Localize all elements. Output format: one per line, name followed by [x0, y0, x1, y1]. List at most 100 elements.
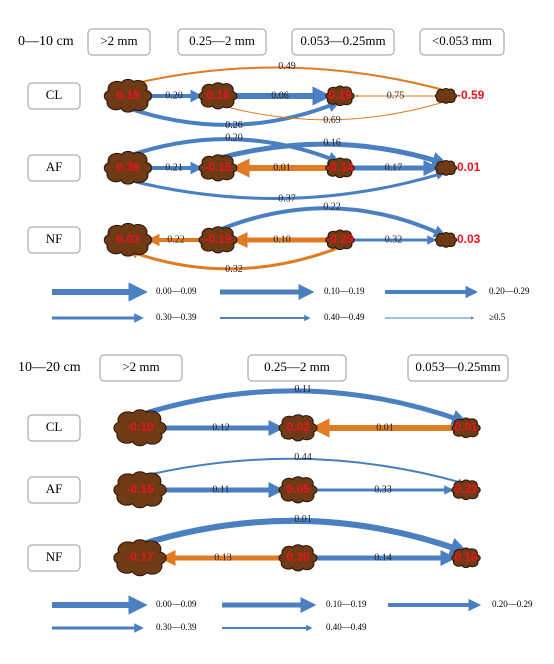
legend-label: 0.40—0.49 — [326, 622, 367, 632]
aggregate-fill — [447, 90, 454, 95]
aggregate-fill — [336, 231, 344, 237]
legend-label: ≥0.5 — [489, 312, 506, 322]
flow-label: 0.16 — [323, 138, 341, 149]
aggregate-fill — [121, 172, 135, 184]
aggregate-fill — [347, 165, 354, 171]
aggregate-fill — [213, 83, 223, 92]
aggregate-fill — [132, 433, 148, 445]
header-box — [247, 354, 347, 382]
aggregate-value: -0.17 — [126, 550, 154, 564]
aggregate-fill — [293, 561, 303, 570]
aggregate-fill — [447, 162, 454, 167]
aggregate-fill — [443, 233, 449, 238]
aggregate-fill — [200, 164, 209, 172]
aggregate-fill — [438, 162, 445, 168]
aggregate-value: 0.19 — [328, 88, 352, 102]
treatment-label: AF — [46, 159, 63, 174]
aggregate-fill — [438, 90, 445, 96]
treatment-box — [27, 476, 81, 504]
flow-label: 0.06 — [271, 90, 289, 101]
aggregate-fill — [213, 155, 223, 164]
aggregate-fill — [105, 163, 117, 173]
soil-aggregate — [434, 160, 458, 176]
aggregate-value: -0.59 — [457, 88, 485, 102]
aggregate-fill — [121, 152, 135, 163]
aggregate-fill — [300, 490, 313, 501]
aggregate-fill — [468, 558, 477, 566]
aggregate-fill — [132, 563, 148, 575]
flow-label: 0.11 — [294, 384, 311, 395]
treatment-box — [27, 544, 81, 572]
aggregate-fill — [336, 171, 344, 177]
aggregate-fill — [121, 244, 135, 256]
aggregate-fill — [280, 424, 289, 432]
flow-label: 0.37 — [278, 194, 296, 205]
aggregate-fill — [121, 80, 135, 91]
aggregate-value: -0.19 — [204, 232, 232, 246]
aggregate-fill — [336, 159, 344, 165]
aggregate-value: -0.10 — [126, 420, 154, 434]
aggregate-fill — [329, 232, 338, 240]
aggregate-fill — [213, 243, 223, 252]
aggregate-fill — [436, 94, 441, 98]
aggregate-value: 0.18 — [116, 88, 140, 102]
size-header: 0.25—2 mm — [189, 33, 255, 48]
treatment-box — [27, 414, 81, 442]
flow-label: 0.01 — [376, 422, 394, 433]
treatment-label: CL — [46, 87, 63, 102]
aggregate-fill — [132, 472, 148, 485]
soil-aggregate — [434, 88, 458, 104]
legend-label: 0.20—0.29 — [492, 599, 533, 609]
flow-label: 0.26 — [225, 120, 243, 131]
aggregate-fill — [473, 487, 480, 493]
aggregate-fill — [462, 549, 470, 555]
aggregate-value: 0.30 — [286, 550, 310, 564]
aggregate-fill — [341, 87, 351, 95]
soil-aggregate — [278, 476, 318, 504]
treatment-label: NF — [46, 549, 63, 564]
treatment-box — [27, 226, 81, 254]
aggregate-fill — [462, 493, 470, 499]
legend-label: 0.40—0.49 — [324, 312, 365, 322]
aggregate-fill — [293, 477, 303, 486]
flow-label: 0.11 — [212, 484, 229, 495]
flow-arrow — [220, 100, 447, 121]
soil-aggregate — [451, 547, 481, 569]
header-box — [177, 28, 267, 56]
aggregate-fill — [213, 227, 223, 236]
aggregate-fill — [329, 88, 338, 96]
aggregate-fill — [467, 549, 477, 557]
soil-aggregate — [198, 154, 238, 182]
aggregate-fill — [455, 550, 464, 558]
aggregate-fill — [447, 168, 455, 174]
size-header: >2 mm — [122, 359, 159, 374]
flow-label: 0.17 — [385, 162, 403, 173]
aggregate-fill — [227, 236, 237, 244]
aggregate-fill — [342, 240, 351, 248]
flow-arrow — [127, 100, 341, 127]
treatment-label: NF — [46, 231, 63, 246]
aggregate-fill — [473, 555, 480, 561]
aggregate-fill — [114, 552, 128, 564]
size-header: <0.053 mm — [432, 33, 492, 48]
aggregate-fill — [220, 168, 233, 179]
legend-label: 0.00—0.09 — [156, 286, 197, 296]
aggregate-fill — [152, 552, 166, 564]
aggregate-fill — [220, 96, 233, 107]
aggregate-fill — [152, 484, 166, 496]
flow-arrow — [127, 137, 341, 164]
aggregate-fill — [132, 540, 148, 553]
aggregate-fill — [200, 236, 209, 244]
aggregate-fill — [341, 159, 351, 167]
aggregate-value: 0.36 — [116, 160, 140, 174]
aggregate-fill — [293, 415, 303, 424]
aggregate-value: -0.15 — [204, 160, 232, 174]
aggregate-fill — [452, 487, 459, 493]
flow-label: 0.21 — [165, 162, 183, 173]
size-header: 0.053—0.25mm — [415, 359, 500, 374]
treatment-box — [27, 154, 81, 182]
aggregate-value: 0.05 — [286, 482, 310, 496]
aggregate-fill — [336, 99, 344, 105]
aggregate-fill — [326, 93, 333, 99]
aggregate-fill — [336, 243, 344, 249]
